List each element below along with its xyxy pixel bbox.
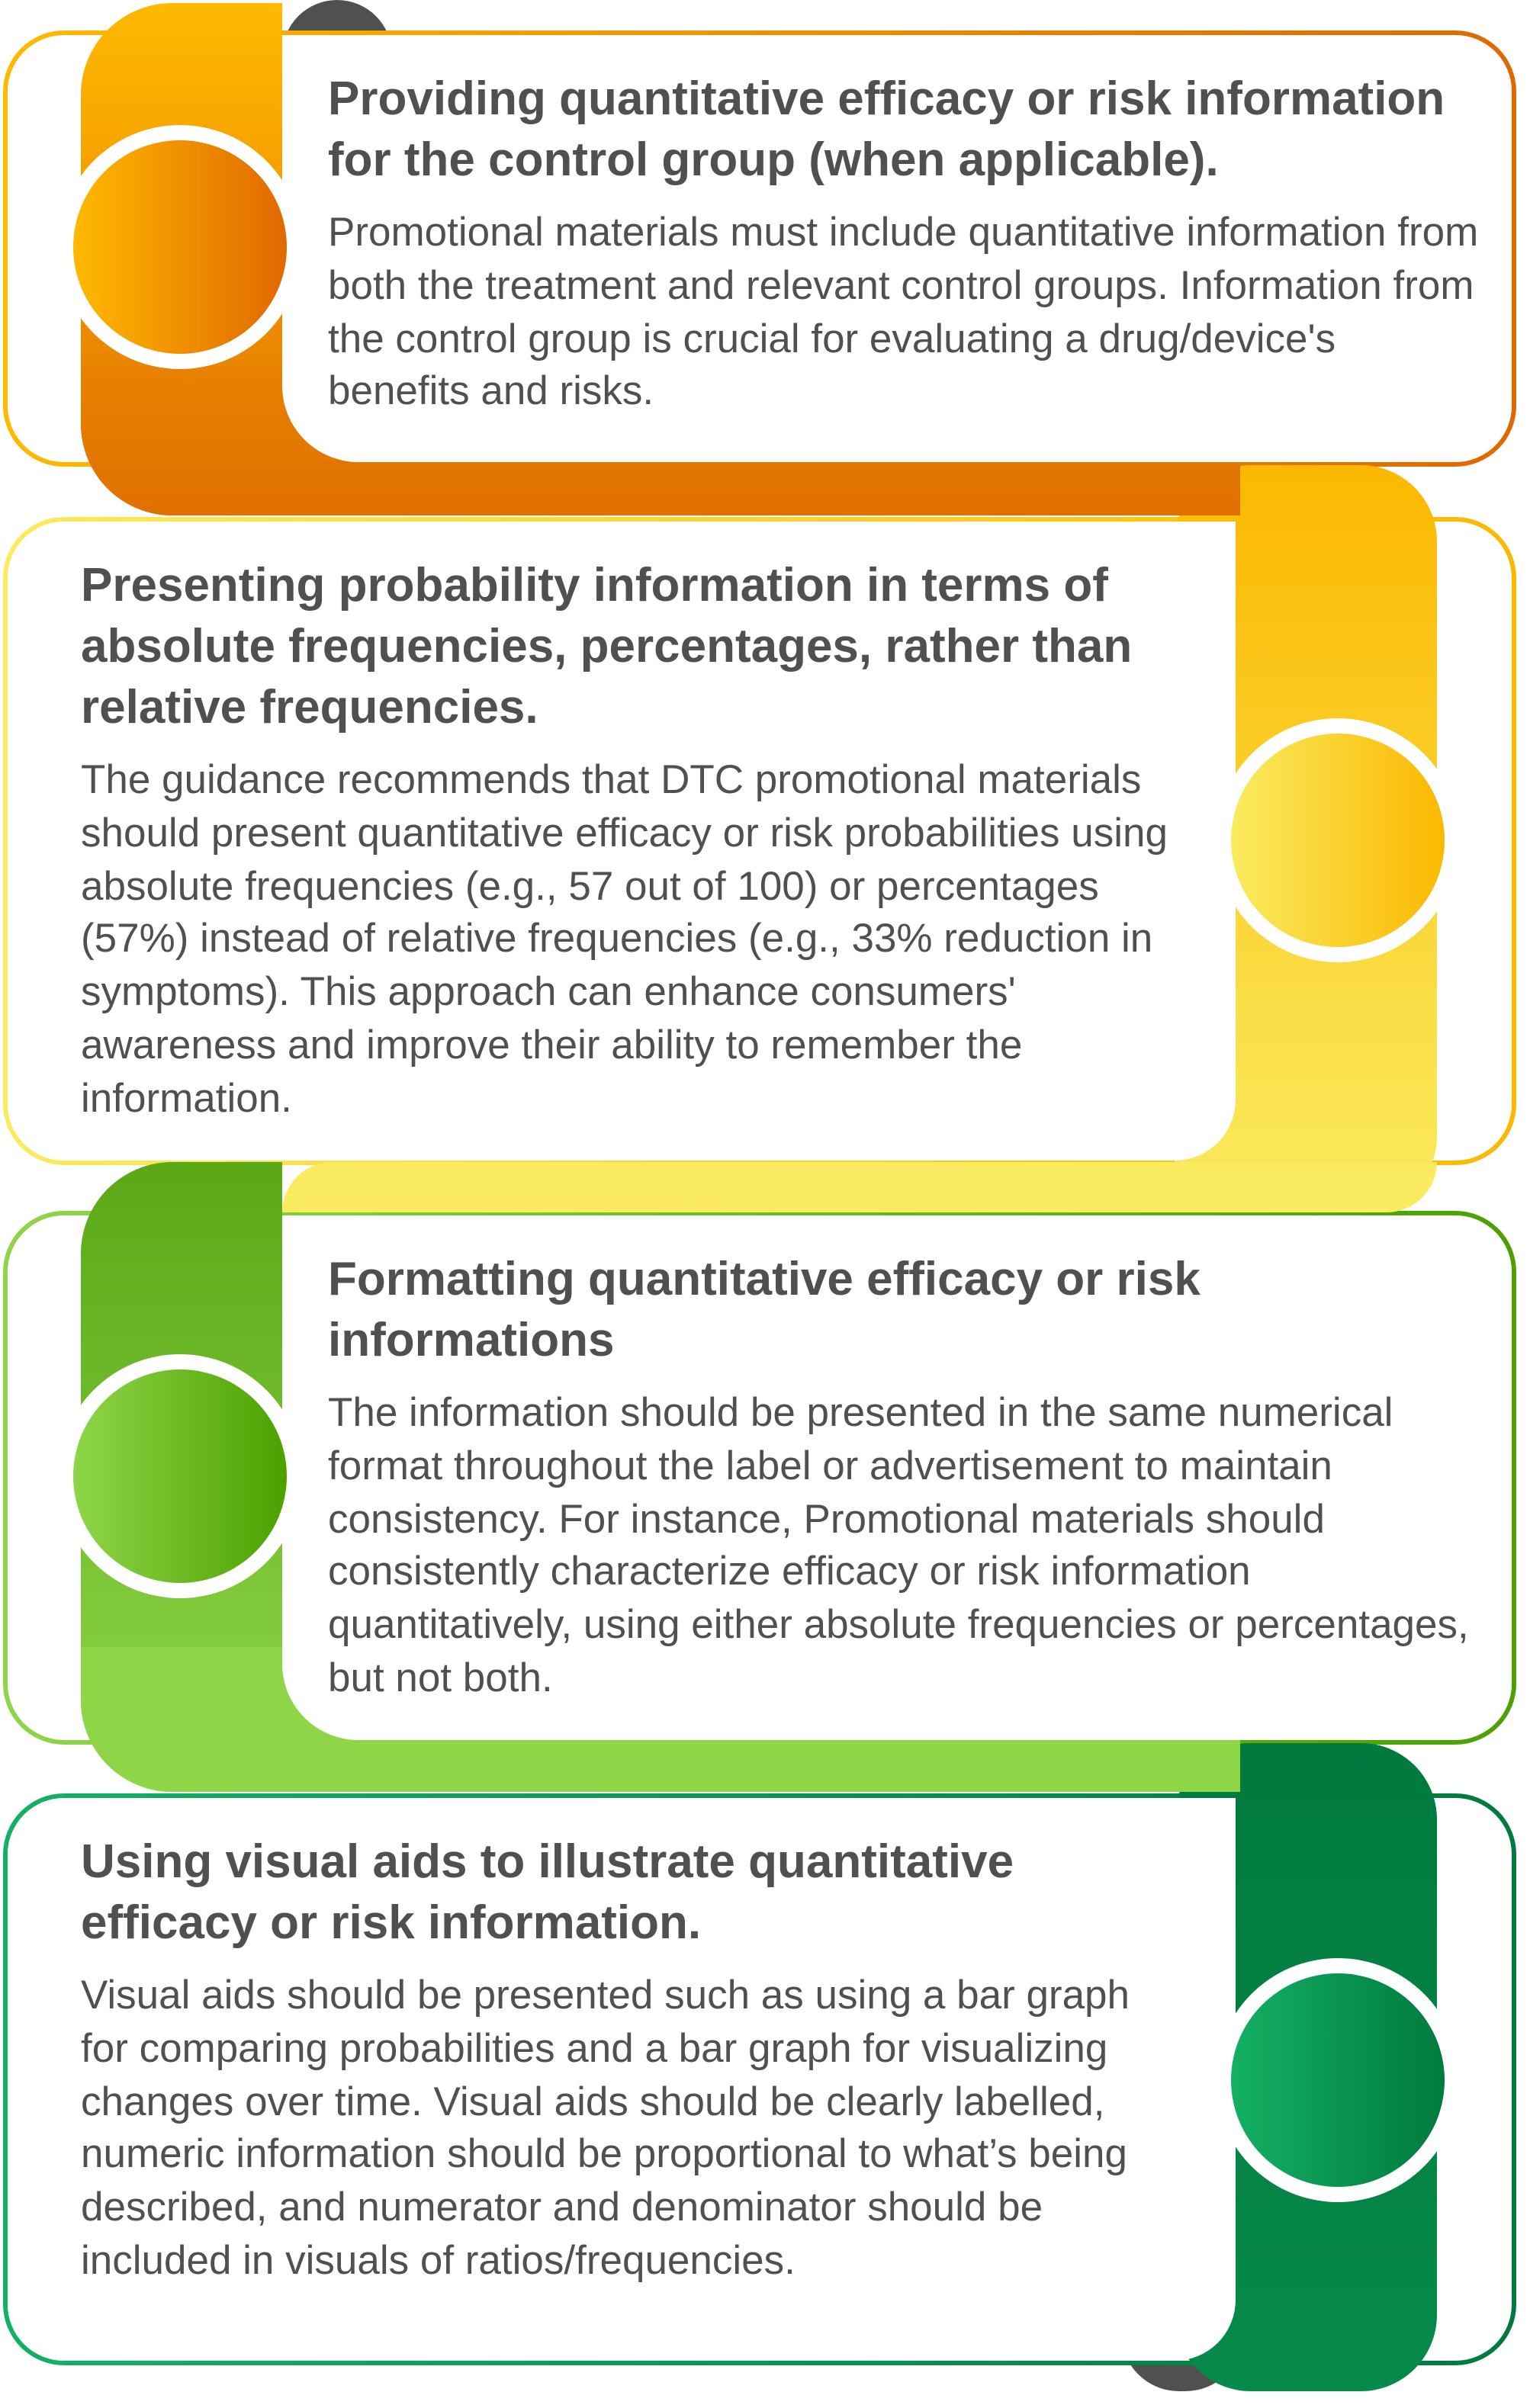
- step-4-circle: [1231, 1973, 1445, 2187]
- step-2-ribbon-band: [282, 1162, 1437, 1212]
- step-3-body: The information should be presented in t…: [328, 1389, 1469, 1700]
- step-2-circle: [1231, 734, 1445, 947]
- step-4-title: Using visual aids to illustrate quantita…: [81, 1835, 1014, 1949]
- step-1-body: Promotional materials must include quant…: [328, 209, 1479, 414]
- step-3-card: Formatting quantitative efficacy or risk…: [282, 1215, 1512, 1740]
- step-3-circle: [73, 1369, 287, 1583]
- step-2-body: The guidance recommends that DTC promoti…: [81, 756, 1168, 1121]
- step-2-card: Presenting probability information in te…: [8, 522, 1236, 1161]
- step-1-circle: [73, 140, 287, 354]
- step-3-title: Formatting quantitative efficacy or risk…: [328, 1252, 1201, 1366]
- step-2-title: Presenting probability information in te…: [81, 558, 1133, 734]
- step-4-body: Visual aids should be presented such as …: [81, 1972, 1130, 2283]
- step-4-card: Using visual aids to illustrate quantita…: [8, 1798, 1236, 2361]
- step-1-card: Providing quantitative efficacy or risk …: [282, 35, 1512, 462]
- step-1-title: Providing quantitative efficacy or risk …: [328, 72, 1445, 186]
